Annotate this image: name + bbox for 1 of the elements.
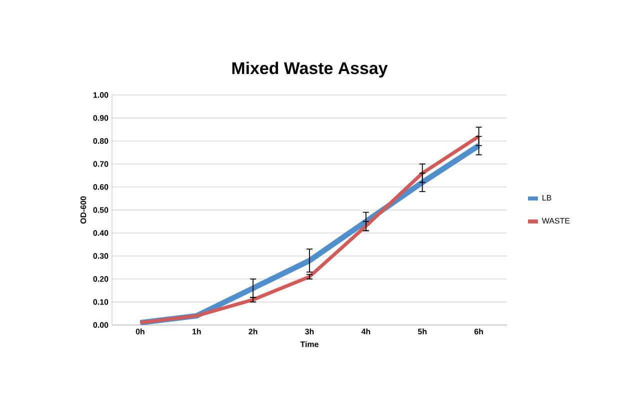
chart-title: Mixed Waste Assay: [232, 62, 388, 78]
